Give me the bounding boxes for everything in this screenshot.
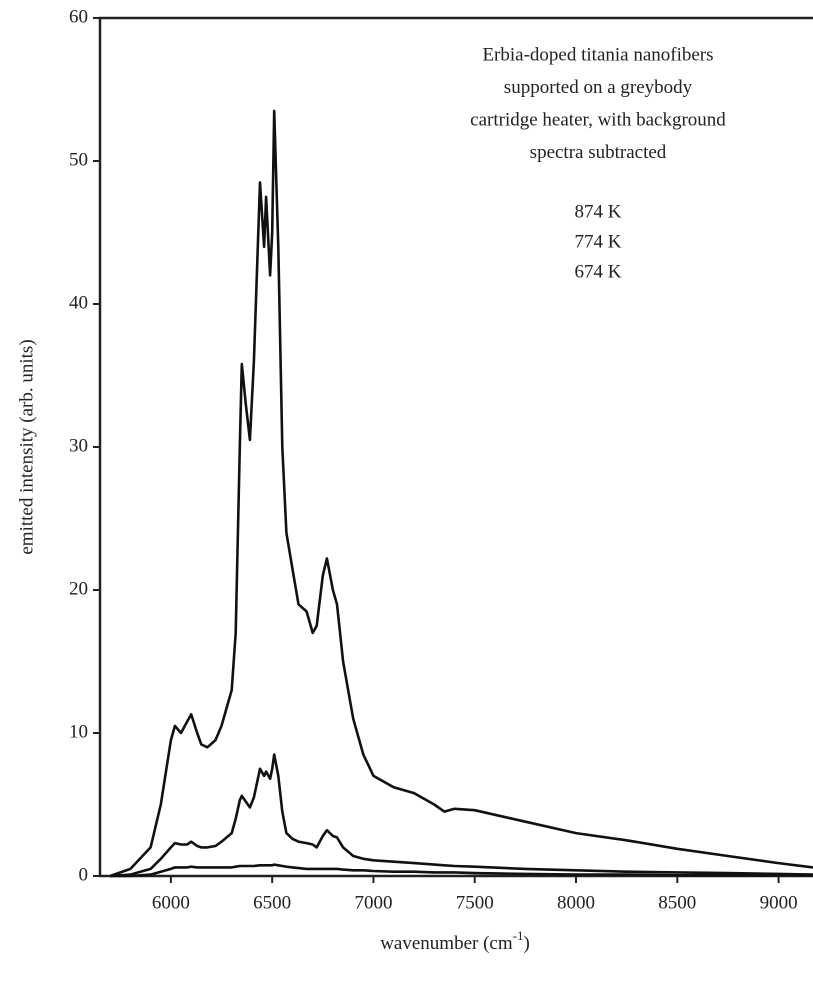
x-axis-label: wavenumber (cm-1): [380, 928, 530, 954]
series-line: [110, 753, 813, 878]
x-label-superscript: -1: [513, 928, 524, 943]
y-tick-label: 50: [69, 149, 88, 170]
y-tick-label: 20: [69, 578, 88, 599]
x-tick-label: 7500: [456, 892, 494, 913]
legend-entry: 774 K: [575, 231, 622, 252]
y-tick-label: 10: [69, 721, 88, 742]
y-tick-label: 40: [69, 292, 88, 313]
legend-entry: 674 K: [575, 261, 622, 282]
y-tick-label: 60: [69, 6, 88, 27]
plot-lines: [109, 109, 813, 878]
annotation-line: supported on a greybody: [504, 77, 693, 98]
legend-entry: 874 K: [575, 201, 622, 222]
annotation-line: cartridge heater, with background: [470, 109, 726, 130]
x-label-part: ): [523, 933, 529, 954]
y-tick-label: 0: [79, 864, 89, 885]
x-tick-label: 6500: [253, 892, 291, 913]
annotation-line: Erbia-doped titania nanofibers: [482, 44, 713, 65]
y-tick-label: 30: [69, 435, 88, 456]
x-tick-label: 6000: [152, 892, 190, 913]
x-tick-label: 8500: [658, 892, 696, 913]
y-axis-label: emitted intensity (arb. units): [16, 339, 37, 554]
x-tick-label: 9000: [760, 892, 798, 913]
series-line: [110, 863, 813, 878]
annotation-line: spectra subtracted: [530, 142, 667, 163]
x-tick-label: 7000: [354, 892, 392, 913]
series-line: [109, 109, 813, 878]
x-tick-label: 8000: [557, 892, 595, 913]
x-label-part: wavenumber (cm: [380, 933, 513, 954]
